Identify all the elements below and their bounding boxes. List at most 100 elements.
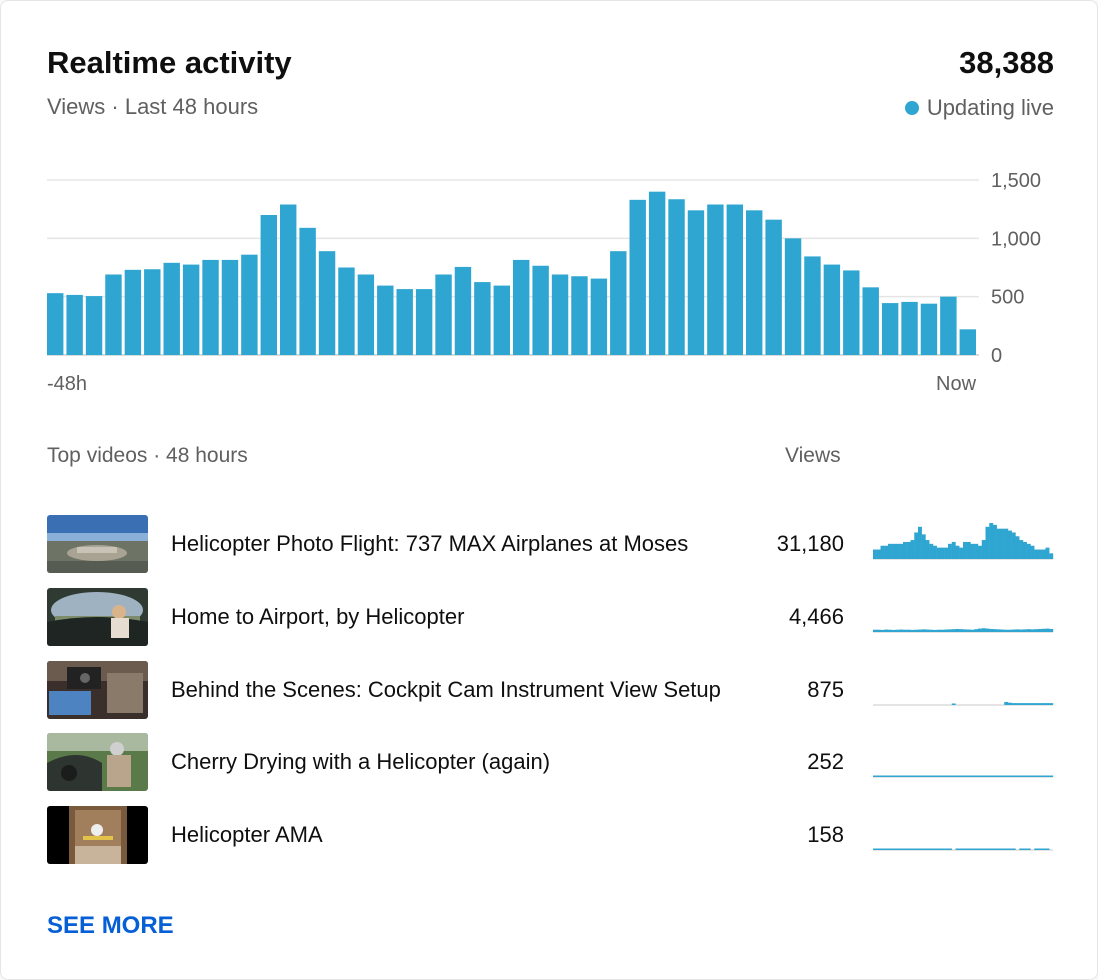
- chart-bar[interactable]: [105, 274, 122, 356]
- chart-bar[interactable]: [901, 301, 918, 355]
- sparkline-bar: [925, 848, 930, 850]
- card-subtitle: Views · Last 48 hours: [47, 94, 259, 119]
- chart-bar[interactable]: [726, 204, 743, 356]
- chart-bar[interactable]: [629, 199, 646, 355]
- video-row[interactable]: Cherry Drying with a Helicopter (again) …: [47, 733, 1057, 793]
- chart-bar[interactable]: [163, 262, 180, 355]
- video-views: 158: [807, 822, 844, 847]
- sparkline-bar: [1011, 629, 1016, 632]
- video-title[interactable]: Home to Airport, by Helicopter: [171, 604, 465, 629]
- chart-bar[interactable]: [221, 259, 239, 355]
- chart-bar[interactable]: [474, 282, 491, 355]
- video-title[interactable]: Helicopter AMA: [171, 822, 323, 847]
- chart-bar[interactable]: [182, 264, 200, 355]
- chart-bar[interactable]: [648, 191, 666, 355]
- sparkline-bar: [903, 629, 907, 632]
- chart-bar[interactable]: [66, 294, 83, 355]
- sparkline-bar: [1008, 775, 1012, 777]
- sparkline-bar: [921, 629, 926, 632]
- sparkline-bar: [936, 547, 941, 559]
- chart-bar[interactable]: [493, 285, 510, 355]
- sparkline-bar: [918, 526, 922, 559]
- sparkline-bar: [944, 848, 949, 850]
- video-row[interactable]: Helicopter AMA 158: [47, 806, 1057, 866]
- chart-bar[interactable]: [823, 264, 841, 355]
- chart-bar[interactable]: [318, 251, 336, 355]
- chart-bar[interactable]: [396, 289, 413, 355]
- sparkline-bar: [970, 775, 975, 777]
- chart-bar[interactable]: [435, 274, 452, 356]
- chart-bar[interactable]: [881, 303, 899, 355]
- sparkline-bar: [1011, 703, 1016, 705]
- sparkline-bar: [955, 628, 960, 632]
- sparkline-bar: [989, 848, 994, 850]
- chart-bar[interactable]: [47, 293, 64, 355]
- chart-bar[interactable]: [532, 265, 549, 355]
- chart-bar[interactable]: [357, 274, 375, 356]
- sparkline-bar: [989, 775, 994, 777]
- video-row[interactable]: Helicopter Photo Flight: 737 MAX Airplan…: [47, 515, 1057, 575]
- sparkline-bar: [1030, 775, 1035, 777]
- video-row[interactable]: Home to Airport, by Helicopter 4,466: [47, 588, 1057, 648]
- chart-bar[interactable]: [746, 210, 763, 355]
- sparkline-bar: [899, 629, 904, 632]
- chart-bar[interactable]: [415, 289, 433, 355]
- cockpit-cam-thumbnail-icon: [47, 661, 148, 719]
- chart-bar[interactable]: [784, 238, 802, 355]
- sparkline-bar: [948, 629, 952, 632]
- chart-bar[interactable]: [85, 296, 103, 355]
- sparkline-bar: [910, 540, 915, 559]
- sparkline-bar: [1008, 530, 1012, 559]
- chart-bar[interactable]: [454, 266, 472, 355]
- sparkline-bar: [974, 629, 979, 632]
- chart-bar[interactable]: [804, 256, 821, 355]
- sparkline-bar: [1019, 629, 1024, 632]
- chart-bar[interactable]: [202, 259, 219, 355]
- chart-bar[interactable]: [551, 274, 569, 356]
- sparkline-bar: [955, 775, 960, 777]
- video-title[interactable]: Cherry Drying with a Helicopter (again): [171, 749, 551, 774]
- video-views: 875: [807, 677, 844, 702]
- sparkline-bar: [1049, 703, 1054, 705]
- chart-bar[interactable]: [571, 276, 588, 355]
- chart-bar[interactable]: [241, 254, 258, 355]
- video-title[interactable]: Helicopter Photo Flight: 737 MAX Airplan…: [171, 531, 689, 556]
- sparkline-bar: [895, 543, 900, 559]
- chart-bar[interactable]: [687, 210, 705, 355]
- see-more-button[interactable]: SEE MORE: [47, 912, 174, 939]
- video-thumbnail[interactable]: [47, 661, 148, 719]
- chart-bar[interactable]: [920, 303, 938, 355]
- chart-bar[interactable]: [610, 251, 627, 355]
- chart-bar[interactable]: [707, 204, 724, 356]
- chart-bar[interactable]: [940, 296, 957, 355]
- chart-bar[interactable]: [299, 227, 316, 355]
- chart-bar[interactable]: [260, 215, 277, 355]
- chart-bar[interactable]: [765, 219, 782, 355]
- video-row[interactable]: Behind the Scenes: Cockpit Cam Instrumen…: [47, 661, 1057, 721]
- sparkline-bar: [963, 775, 967, 777]
- video-thumbnail[interactable]: [47, 588, 148, 646]
- chart-bar[interactable]: [843, 270, 860, 355]
- chart-bar[interactable]: [668, 199, 685, 355]
- chart-bar[interactable]: [124, 269, 142, 355]
- sparkline-bar: [1038, 848, 1042, 850]
- video-thumbnail[interactable]: [47, 515, 148, 573]
- video-title[interactable]: Behind the Scenes: Cockpit Cam Instrumen…: [171, 677, 721, 702]
- chart-bar[interactable]: [338, 267, 355, 356]
- sparkline-bar: [970, 629, 975, 632]
- chart-bar[interactable]: [590, 278, 608, 355]
- chart-bar[interactable]: [280, 204, 297, 356]
- sparkline-bar: [891, 848, 896, 850]
- sparkline-bar: [1008, 629, 1012, 632]
- sparkline-bar: [1034, 848, 1039, 850]
- video-thumbnail[interactable]: [47, 733, 148, 791]
- chart-bar[interactable]: [513, 259, 530, 355]
- video-thumbnail[interactable]: [47, 806, 148, 864]
- sparkline-bar: [959, 848, 964, 850]
- chart-bar[interactable]: [377, 285, 394, 355]
- chart-bar[interactable]: [862, 287, 879, 355]
- chart-bar[interactable]: [959, 329, 976, 355]
- views-column-header: Views: [785, 444, 841, 467]
- chart-bar[interactable]: [144, 269, 161, 355]
